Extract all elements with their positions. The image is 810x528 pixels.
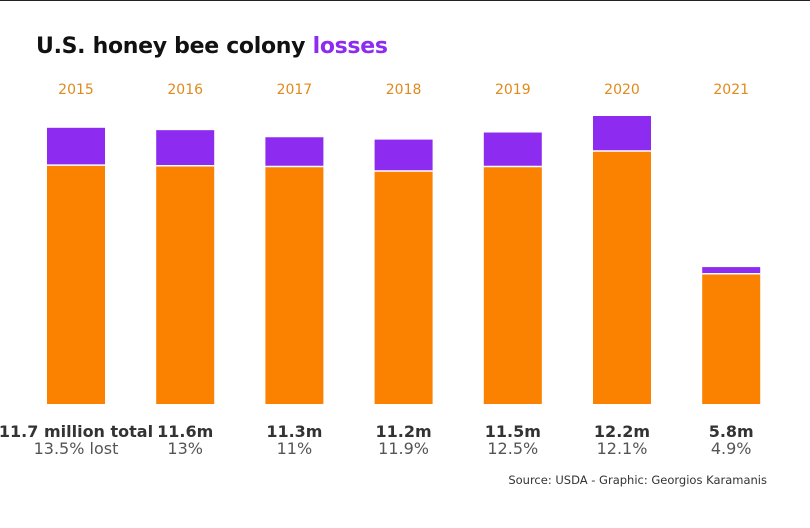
year-label-2015: 2015	[58, 82, 94, 98]
loss-label-2015: 13.5% lost	[34, 439, 119, 458]
bar-remaining-2021	[702, 273, 761, 404]
bar-lost-2020	[593, 116, 651, 151]
bar-remaining-2019	[483, 166, 542, 404]
total-label-2021: 5.8m	[709, 422, 754, 441]
bar-lost-2016	[156, 130, 215, 166]
year-label-2019: 2019	[495, 82, 531, 98]
chart-title-main: U.S. honey bee colony	[36, 34, 306, 59]
bar-remaining-2016	[156, 165, 215, 404]
top-rule	[0, 0, 810, 1]
total-label-2016: 11.6m	[157, 422, 213, 441]
chart-title-highlight: losses	[312, 34, 388, 59]
year-label-2016: 2016	[167, 82, 203, 98]
total-label-2019: 11.5m	[485, 422, 541, 441]
bar-lost-2017	[265, 137, 324, 167]
loss-label-2019: 12.5%	[487, 439, 538, 458]
total-label-2017: 11.3m	[266, 422, 322, 441]
bar-remaining-2018	[374, 171, 433, 404]
total-label-2015: 11.7 million total	[0, 422, 153, 441]
year-label-2017: 2017	[277, 82, 313, 98]
bar-lost-2015	[47, 127, 105, 166]
loss-label-2016: 13%	[167, 439, 203, 458]
total-label-2018: 11.2m	[376, 422, 432, 441]
chart-title: U.S. honey bee colony losses	[36, 34, 388, 59]
loss-label-2021: 4.9%	[711, 439, 752, 458]
bar-remaining-2017	[265, 166, 324, 404]
year-label-2018: 2018	[386, 82, 422, 98]
loss-label-2018: 11.9%	[378, 439, 429, 458]
bar-remaining-2020	[593, 150, 651, 404]
bar-lost-2018	[374, 139, 433, 172]
bar-lost-2019	[483, 132, 542, 167]
bar-lost-2021	[702, 267, 761, 274]
source-credit: Source: USDA - Graphic: Georgios Karaman…	[508, 473, 767, 487]
loss-label-2020: 12.1%	[597, 439, 648, 458]
year-label-2020: 2020	[604, 82, 640, 98]
total-label-2020: 12.2m	[594, 422, 650, 441]
bar-remaining-2015	[47, 165, 105, 404]
loss-label-2017: 11%	[277, 439, 313, 458]
year-label-2021: 2021	[713, 82, 749, 98]
